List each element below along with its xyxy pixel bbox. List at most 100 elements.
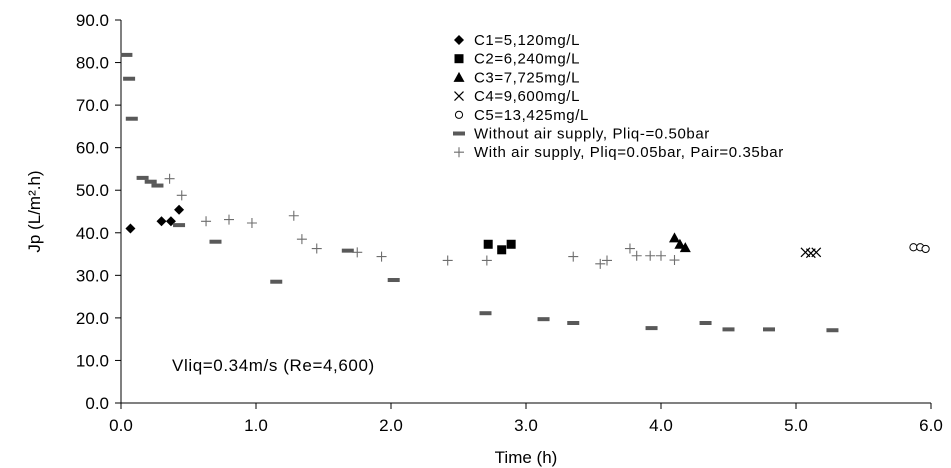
y-tick-label: 50.0 bbox=[76, 181, 109, 200]
legend-label: C3=7,725mg/L bbox=[474, 69, 580, 86]
data-point bbox=[679, 242, 691, 253]
y-tick-label: 90.0 bbox=[76, 11, 109, 30]
legend-entry: C4=9,600mg/L bbox=[454, 88, 580, 105]
series-5 bbox=[909, 243, 930, 254]
data-point bbox=[595, 258, 606, 269]
data-point bbox=[173, 223, 186, 228]
data-point bbox=[144, 179, 157, 184]
data-point bbox=[699, 320, 712, 325]
data-point bbox=[909, 243, 918, 252]
legend-marker bbox=[454, 35, 464, 45]
data-point bbox=[921, 244, 930, 254]
data-point bbox=[174, 204, 185, 215]
data-point bbox=[645, 250, 656, 261]
data-point bbox=[270, 279, 283, 284]
legend-label: Without air supply, Pliq-=0.50bar bbox=[474, 126, 710, 143]
data-point bbox=[376, 251, 387, 262]
series-4 bbox=[800, 247, 822, 259]
data-point bbox=[481, 255, 492, 266]
legend-entry: Without air supply, Pliq-=0.50bar bbox=[453, 126, 710, 143]
series-1 bbox=[125, 204, 185, 234]
series-7 bbox=[164, 173, 680, 269]
axes bbox=[115, 19, 932, 409]
x-tick-label: 0.0 bbox=[109, 416, 133, 435]
data-point bbox=[125, 116, 138, 121]
legend-marker bbox=[453, 71, 465, 82]
legend-label: C5=13,425mg/L bbox=[474, 107, 589, 124]
data-point bbox=[164, 173, 175, 184]
legend-label: C1=5,120mg/L bbox=[474, 32, 580, 49]
data-point bbox=[722, 327, 735, 332]
y-tick-label: 0.0 bbox=[85, 394, 109, 413]
data-point bbox=[125, 223, 136, 234]
x-tick-label: 6.0 bbox=[919, 416, 943, 435]
data-point bbox=[176, 190, 187, 201]
data-point bbox=[479, 311, 492, 316]
x-tick-label: 5.0 bbox=[784, 416, 808, 435]
data-point bbox=[156, 216, 167, 227]
data-point bbox=[246, 217, 257, 228]
x-tick-label: 2.0 bbox=[379, 416, 403, 435]
flow-annotation: Vliq=0.34m/s (Re=4,600) bbox=[172, 356, 375, 375]
data-point bbox=[567, 320, 580, 325]
series-6 bbox=[120, 52, 839, 333]
y-tick-label: 30.0 bbox=[76, 266, 109, 285]
data-marks bbox=[120, 52, 930, 333]
data-point bbox=[763, 327, 775, 332]
y-tick-label: 10.0 bbox=[76, 351, 109, 370]
legend-marker bbox=[453, 131, 465, 136]
legend-entry: With air supply, Pliq=0.05bar, Pair=0.35… bbox=[454, 144, 784, 161]
data-point bbox=[497, 245, 507, 255]
x-tick-label: 4.0 bbox=[649, 416, 673, 435]
data-point bbox=[442, 255, 453, 266]
data-point bbox=[669, 255, 680, 266]
data-point bbox=[341, 248, 354, 253]
data-point bbox=[506, 239, 516, 249]
series-2 bbox=[483, 239, 516, 255]
data-point bbox=[311, 243, 322, 254]
y-axis-label: Jp (L/m².h) bbox=[25, 170, 44, 252]
data-point bbox=[669, 232, 680, 243]
legend-marker bbox=[454, 147, 464, 158]
legend-marker bbox=[454, 54, 464, 64]
x-tick-label: 1.0 bbox=[244, 416, 268, 435]
legend-entry: C3=7,725mg/L bbox=[453, 69, 580, 86]
data-point bbox=[602, 255, 612, 266]
data-point bbox=[224, 214, 234, 225]
x-tick-label: 3.0 bbox=[514, 416, 538, 435]
data-point bbox=[120, 52, 133, 57]
legend-entry: C5=13,425mg/L bbox=[454, 107, 589, 124]
data-point bbox=[387, 278, 400, 283]
data-point bbox=[624, 243, 635, 254]
legend-marker bbox=[454, 91, 464, 102]
legend-entry: C2=6,240mg/L bbox=[454, 51, 580, 68]
x-axis-label: Time (h) bbox=[495, 448, 558, 467]
data-point bbox=[151, 183, 164, 188]
data-point bbox=[352, 247, 363, 258]
legend-label: With air supply, Pliq=0.05bar, Pair=0.35… bbox=[474, 144, 784, 161]
data-point bbox=[296, 234, 307, 245]
y-tick-label: 80.0 bbox=[76, 54, 109, 73]
legend-label: C4=9,600mg/L bbox=[474, 88, 580, 105]
legend-marker bbox=[454, 110, 464, 119]
tick-labels: 0.0 10.0 20.0 30.0 40.0 50.0 60.0 70.0 80.0 90.0 0… bbox=[76, 11, 943, 435]
data-point bbox=[674, 238, 686, 249]
y-tick-label: 40.0 bbox=[76, 224, 109, 243]
y-tick-label: 70.0 bbox=[76, 96, 109, 115]
data-point bbox=[811, 247, 822, 258]
legend: C1=5,120mg/L C2=6,240mg/LC3=7,725mg/L C4=9… bbox=[453, 32, 784, 161]
data-point bbox=[645, 326, 658, 331]
legend-label: C2=6,240mg/L bbox=[474, 51, 580, 68]
data-point bbox=[209, 239, 222, 244]
series-3 bbox=[669, 232, 691, 253]
data-point bbox=[826, 328, 839, 333]
data-point bbox=[483, 239, 493, 249]
y-tick-label: 20.0 bbox=[76, 309, 109, 328]
legend-entry: C1=5,120mg/L bbox=[454, 32, 580, 49]
data-point bbox=[288, 210, 299, 221]
data-point bbox=[631, 250, 642, 261]
data-point bbox=[568, 251, 579, 262]
data-point bbox=[123, 76, 136, 81]
y-tick-label: 60.0 bbox=[76, 139, 109, 158]
